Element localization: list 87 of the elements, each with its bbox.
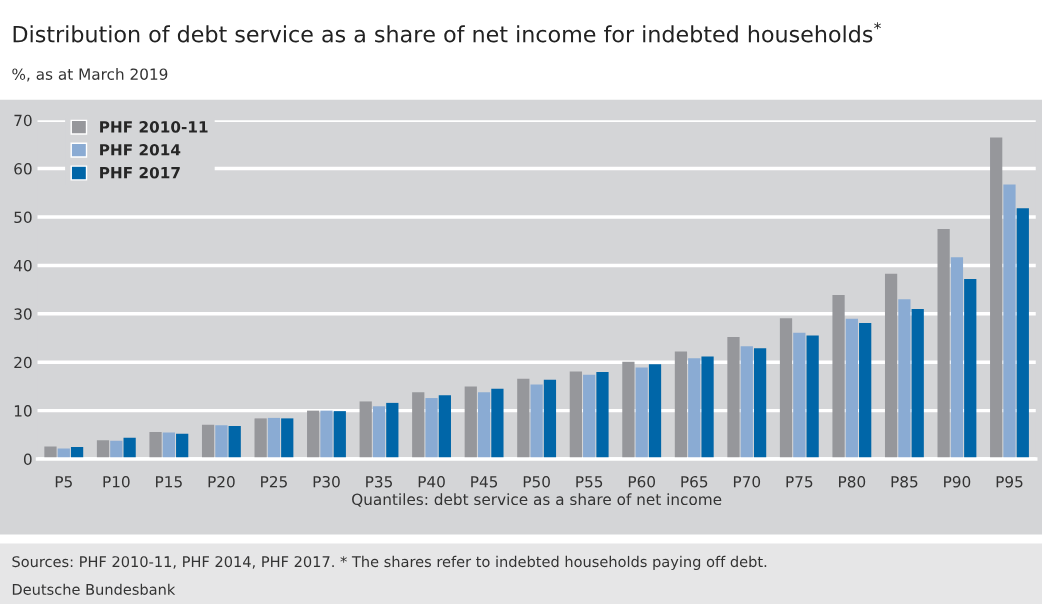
bar xyxy=(281,418,294,460)
bar xyxy=(832,294,845,460)
bar xyxy=(583,374,596,460)
bar xyxy=(477,392,491,460)
x-tick-label: P35 xyxy=(366,475,393,488)
bar xyxy=(1016,208,1029,460)
bar xyxy=(740,346,753,460)
x-axis-title: Quantiles: debt service as a share of net income xyxy=(352,493,722,507)
x-tick-label: P85 xyxy=(891,475,918,488)
y-tick-label: 60 xyxy=(14,163,32,175)
bar xyxy=(727,337,740,460)
bar xyxy=(149,431,162,460)
bar xyxy=(753,348,767,460)
bar xyxy=(806,335,819,460)
bar xyxy=(228,426,241,460)
bar xyxy=(859,323,872,460)
bar xyxy=(648,364,662,460)
bar xyxy=(635,367,648,460)
text: Deutsche Bundesbank xyxy=(12,583,176,595)
bar xyxy=(622,361,635,460)
y-tick-label: 20 xyxy=(14,356,32,369)
bar xyxy=(701,356,714,460)
x-tick-label: P50 xyxy=(523,475,550,488)
bar xyxy=(884,273,898,460)
bar xyxy=(543,379,557,460)
bar xyxy=(44,446,57,460)
bar xyxy=(990,137,1003,460)
bar xyxy=(793,332,806,460)
bar xyxy=(517,378,530,460)
x-tick-label: P20 xyxy=(208,475,235,488)
bar xyxy=(162,432,175,460)
bar xyxy=(215,425,228,460)
x-tick-label: P30 xyxy=(313,475,340,488)
source-note: Sources: PHF 2010-11, PHF 2014, PHF 2017. * The shares refer to indebted households paying off debt. xyxy=(12,555,767,570)
bar xyxy=(320,410,333,460)
x-tick-label: P80 xyxy=(839,475,866,488)
x-tick-label: P40 xyxy=(418,475,445,488)
bar xyxy=(779,318,793,460)
bar xyxy=(964,278,977,460)
legend-label: PHF 2017 xyxy=(100,166,180,179)
x-tick-label: P55 xyxy=(576,476,603,488)
x-tick-label: P75 xyxy=(786,476,813,488)
bar xyxy=(176,433,189,460)
bar xyxy=(333,411,346,460)
bar xyxy=(1003,184,1016,460)
bar xyxy=(412,392,425,460)
bar xyxy=(201,424,215,460)
bar xyxy=(674,351,688,460)
x-tick-label: P25 xyxy=(261,475,287,488)
x-tick-label: P10 xyxy=(103,475,130,488)
x-tick-label: P45 xyxy=(471,476,498,488)
bar xyxy=(530,384,543,460)
y-tick-label: 50 xyxy=(14,211,32,224)
bar xyxy=(569,371,582,460)
bar xyxy=(845,318,858,460)
x-tick-label: P95 xyxy=(996,475,1023,488)
bar xyxy=(596,371,609,460)
x-tick-label: P15 xyxy=(156,476,182,488)
bar xyxy=(307,410,320,460)
legend-label: PHF 2014 xyxy=(100,144,181,156)
y-tick-label: 0 xyxy=(23,453,32,466)
bar xyxy=(254,418,267,460)
y-tick-label: 70 xyxy=(14,114,32,127)
bar xyxy=(898,299,911,460)
x-tick-label: P90 xyxy=(944,475,971,488)
bar xyxy=(688,358,701,460)
x-tick-label: P5 xyxy=(55,476,72,488)
chart-subtitle: %, as at March 2019 xyxy=(12,68,168,82)
chart-title: Distribution of debt service as a share of net income for indebted households$^{*}$ xyxy=(13,22,881,43)
bar xyxy=(491,388,504,460)
bar xyxy=(950,257,964,460)
bar xyxy=(267,417,281,460)
bar xyxy=(359,401,372,460)
bar xyxy=(911,308,924,460)
bar xyxy=(464,386,477,460)
x-tick-label: P60 xyxy=(628,475,656,488)
x-tick-label: P65 xyxy=(681,475,708,488)
bar xyxy=(425,398,438,460)
bar xyxy=(386,402,399,460)
y-tick-label: 30 xyxy=(14,308,32,320)
y-tick-label: 10 xyxy=(14,405,32,417)
y-tick-label: 40 xyxy=(13,259,32,272)
x-tick-label: P70 xyxy=(733,475,761,488)
bar xyxy=(372,406,386,460)
legend-label: PHF 2010-11 xyxy=(100,121,208,133)
bar xyxy=(438,395,451,460)
bar xyxy=(937,229,950,460)
